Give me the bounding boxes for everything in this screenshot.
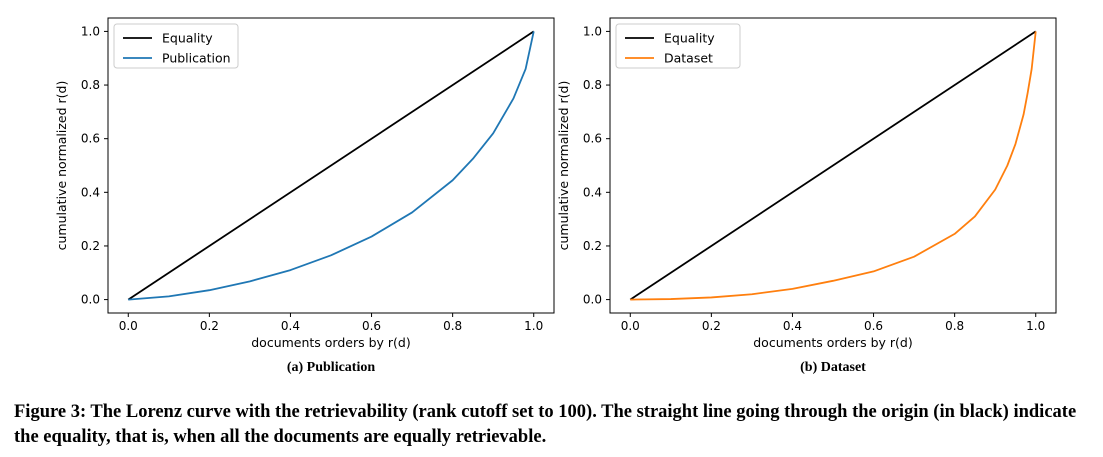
legend: Equality Dataset bbox=[615, 23, 741, 69]
x-tick-label: 0.6 bbox=[864, 319, 883, 333]
x-axis-label: documents orders by r(d) bbox=[753, 335, 913, 350]
y-tick-label: 0.8 bbox=[81, 78, 100, 92]
y-tick-label: 0.8 bbox=[583, 78, 602, 92]
x-tick-label: 1.0 bbox=[524, 319, 543, 333]
chart-panel-1: 0.0 0.2 0.4 0.6 0.8 1.0 0.0 0.2 0.4 0.6 0.8 1.0 docu… bbox=[54, 17, 555, 375]
legend-label: Publication bbox=[162, 51, 231, 66]
x-tick-label: 0.4 bbox=[281, 319, 300, 333]
y-tick-label: 0.6 bbox=[81, 132, 100, 146]
y-axis-label: cumulative normalized r(d) bbox=[54, 81, 69, 251]
x-tick-label: 0.0 bbox=[119, 319, 138, 333]
series-line-equality bbox=[127, 30, 535, 301]
subfigure-caption: (b) Dataset bbox=[800, 360, 866, 375]
x-tick-label: 0.6 bbox=[362, 319, 381, 333]
y-tick-label: 1.0 bbox=[583, 24, 602, 38]
y-tick-label: 0.4 bbox=[583, 185, 602, 199]
x-tick-label: 0.4 bbox=[783, 319, 802, 333]
y-tick-label: 0.2 bbox=[583, 239, 602, 253]
y-tick-label: 0.2 bbox=[81, 239, 100, 253]
legend: Equality Publication bbox=[113, 23, 239, 69]
x-tick-label: 0.2 bbox=[702, 319, 721, 333]
x-tick-label: 0.8 bbox=[443, 319, 462, 333]
x-tick-label: 0.8 bbox=[945, 319, 964, 333]
x-tick-label: 0.2 bbox=[200, 319, 219, 333]
figure-caption: Figure 3: The Lorenz curve with the retr… bbox=[14, 402, 1077, 447]
chart-panel-2: 0.0 0.2 0.4 0.6 0.8 1.0 0.0 0.2 0.4 0.6 0.8 1.0 docu… bbox=[556, 17, 1057, 375]
subfigure-caption: (a) Publication bbox=[287, 360, 375, 375]
y-tick-label: 0.0 bbox=[583, 293, 602, 307]
x-tick-label: 0.0 bbox=[621, 319, 640, 333]
lorenz-curve-figure: 0.0 0.2 0.4 0.6 0.8 1.0 0.0 0.2 0.4 0.6 0.8 1.0 docu… bbox=[54, 17, 1057, 375]
y-tick-label: 1.0 bbox=[81, 24, 100, 38]
plot-frame bbox=[107, 17, 555, 314]
legend-label: Dataset bbox=[664, 51, 713, 66]
legend-box bbox=[615, 23, 741, 69]
legend-box bbox=[113, 23, 239, 69]
y-tick-label: 0.6 bbox=[583, 132, 602, 146]
plot-frame bbox=[609, 17, 1057, 314]
legend-label: Equality bbox=[162, 31, 213, 46]
legend-label: Equality bbox=[664, 31, 715, 46]
x-tick-label: 1.0 bbox=[1026, 319, 1045, 333]
y-tick-label: 0.4 bbox=[81, 185, 100, 199]
y-tick-label: 0.0 bbox=[81, 293, 100, 307]
y-axis-label: cumulative normalized r(d) bbox=[556, 81, 571, 251]
series-line-publication bbox=[128, 31, 535, 301]
x-axis-label: documents orders by r(d) bbox=[251, 335, 411, 350]
series-line-dataset bbox=[630, 31, 1037, 301]
series-line-equality bbox=[629, 30, 1037, 301]
